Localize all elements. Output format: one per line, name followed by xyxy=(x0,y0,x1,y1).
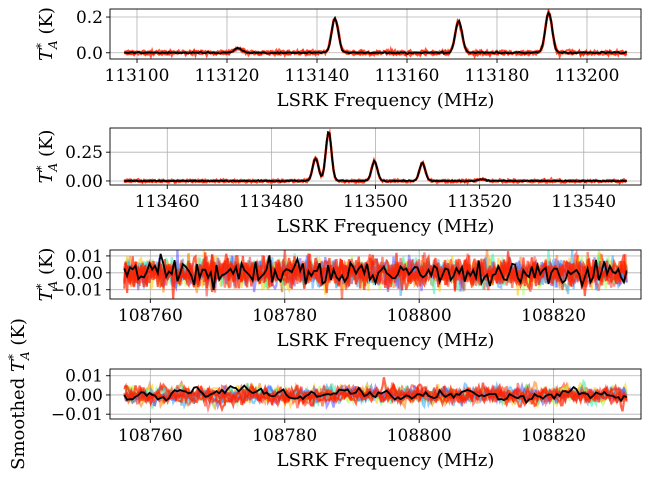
axes-frame xyxy=(109,249,642,300)
x-tick-label: 113160 xyxy=(375,66,440,86)
y-tick-label: 0.00 xyxy=(65,172,103,192)
x-tick-label: 113520 xyxy=(447,192,512,212)
x-tick-label: 113200 xyxy=(555,66,620,86)
x-tick-label: 108800 xyxy=(387,306,452,326)
y-tick-label: −0.01 xyxy=(51,281,103,301)
x-tick-label: 108760 xyxy=(118,426,183,446)
y-tick-label: 0.00 xyxy=(65,264,103,284)
panel-2: 113460 113480 113500 113520 113540 0.00 0.25 LS… xyxy=(34,127,642,237)
x-axis-label: LSRK Frequency (MHz) xyxy=(277,90,495,111)
x-tick-label: 113180 xyxy=(465,66,530,86)
panel-4: 108760 108780 108800 108820 0.010.00−0.01 LSR… xyxy=(6,318,642,471)
x-tick-label: 108780 xyxy=(252,306,317,326)
y-axis-label: T*A (K) xyxy=(34,130,60,184)
y-tick-label: 0.2 xyxy=(76,8,103,28)
data-series-line xyxy=(123,384,628,405)
panel-1: 113100 113120 113140 113160 113180 113200 0.0 0… xyxy=(34,7,642,111)
x-tick-label: 113120 xyxy=(195,66,260,86)
x-tick-label: 108760 xyxy=(118,306,183,326)
x-tick-label: 113480 xyxy=(239,192,304,212)
data-series-line xyxy=(124,10,627,56)
y-axis-label: T*A (K) xyxy=(34,7,60,61)
y-tick-label: 0.01 xyxy=(65,367,103,387)
x-tick-label: 108820 xyxy=(521,426,586,446)
x-axis-label: LSRK Frequency (MHz) xyxy=(277,216,495,237)
sample-series-line xyxy=(123,381,628,408)
data-series-line xyxy=(123,130,627,183)
axes-frame xyxy=(109,8,642,60)
panel-3: 108760 108780 108800 108820 0.010.00−0.01 LSR… xyxy=(34,247,642,351)
x-axis-label: LSRK Frequency (MHz) xyxy=(277,330,495,351)
x-tick-label: 108780 xyxy=(252,426,317,446)
axes-frame xyxy=(109,368,642,420)
y-tick-label: 0.01 xyxy=(65,247,103,267)
y-tick-label: 0.0 xyxy=(76,44,103,64)
x-tick-label: 108820 xyxy=(521,306,586,326)
x-tick-label: 113460 xyxy=(135,192,200,212)
x-tick-label: 113100 xyxy=(105,66,170,86)
y-tick-label: −0.01 xyxy=(51,405,103,425)
sample-series-line xyxy=(123,252,628,299)
x-axis-label: LSRK Frequency (MHz) xyxy=(277,450,495,471)
y-tick-label: 0.00 xyxy=(65,386,103,406)
y-tick-label: 0.25 xyxy=(65,143,103,163)
x-tick-label: 113140 xyxy=(285,66,350,86)
y-axis-label: Smoothed T*A (K) xyxy=(6,318,32,470)
data-series-line xyxy=(123,253,628,291)
y-axis-label: T*A (K) xyxy=(34,248,60,302)
x-tick-label: 113540 xyxy=(551,192,616,212)
x-tick-label: 113500 xyxy=(343,192,408,212)
x-tick-label: 108800 xyxy=(387,426,452,446)
